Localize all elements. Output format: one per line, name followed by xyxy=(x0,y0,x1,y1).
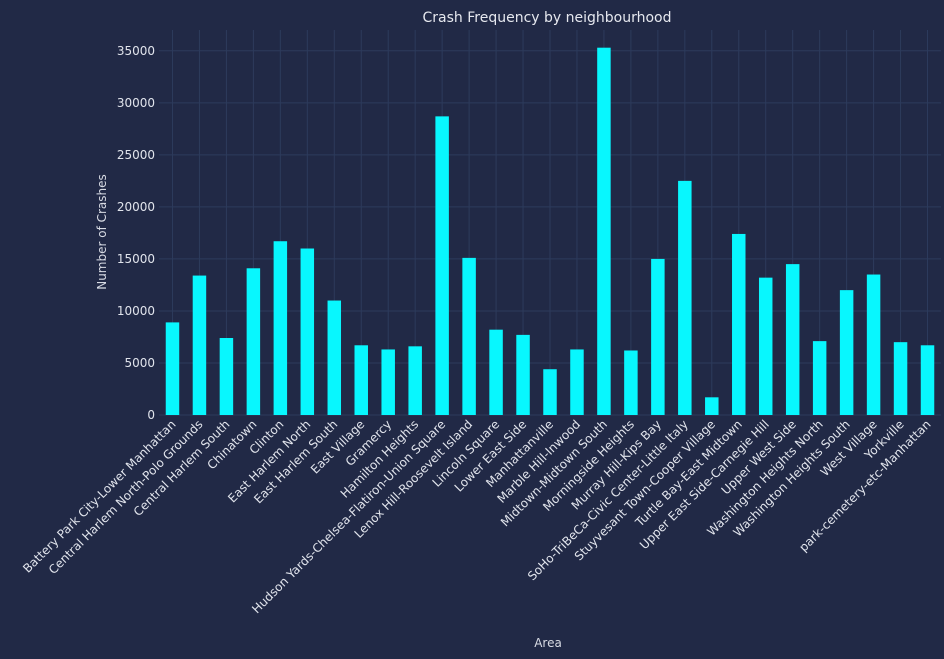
y-tick-label: 35000 xyxy=(117,44,155,58)
bar xyxy=(812,341,827,415)
x-axis-label: Area xyxy=(534,636,562,650)
bar xyxy=(462,257,476,415)
y-tick-label: 5000 xyxy=(124,356,155,370)
bar xyxy=(165,322,180,415)
bar xyxy=(678,180,692,415)
bar xyxy=(624,350,638,415)
bar xyxy=(381,349,395,415)
bar xyxy=(570,349,584,415)
y-tick-label: 0 xyxy=(147,408,155,422)
bar xyxy=(408,346,422,415)
bar xyxy=(597,47,611,416)
bar xyxy=(732,233,746,415)
bar xyxy=(192,275,207,415)
bar xyxy=(246,268,261,415)
bar xyxy=(219,338,234,415)
chart-title: Crash Frequency by neighbourhood xyxy=(423,10,672,26)
bar xyxy=(354,345,368,415)
y-tick-label: 25000 xyxy=(117,148,155,162)
bar xyxy=(651,258,665,415)
bar xyxy=(300,248,315,415)
y-tick-label: 20000 xyxy=(117,200,155,214)
bar xyxy=(785,264,800,415)
bar xyxy=(893,342,908,415)
y-tick-label: 30000 xyxy=(117,96,155,110)
y-tick-label: 10000 xyxy=(117,304,155,318)
bar xyxy=(435,116,449,415)
bar xyxy=(839,290,854,415)
y-tick-label: 15000 xyxy=(117,252,155,266)
bar xyxy=(489,329,503,415)
bar xyxy=(327,300,342,415)
bar xyxy=(920,345,935,415)
bar xyxy=(866,274,881,415)
y-axis-label: Number of Crashes xyxy=(95,174,109,290)
bar xyxy=(543,369,557,415)
bars xyxy=(165,47,935,416)
bar xyxy=(705,397,719,415)
bar xyxy=(758,277,773,415)
bar xyxy=(273,241,288,415)
y-tick-labels: 0 5000 10000 15000 20000 25000 30000 35000 xyxy=(117,44,155,422)
bar xyxy=(516,334,530,415)
